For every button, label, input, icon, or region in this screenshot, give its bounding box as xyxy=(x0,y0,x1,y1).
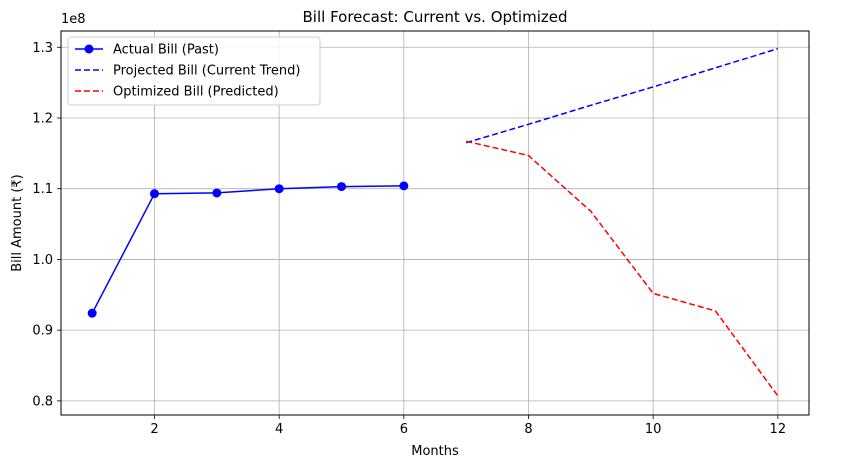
x-tick-label: 8 xyxy=(524,422,532,437)
x-tick-label: 6 xyxy=(400,422,408,437)
series-line-3 xyxy=(466,140,779,397)
legend-entry-3: Optimized Bill (Predicted) xyxy=(113,85,279,100)
legend: Actual Bill (Past) Projected Bill (Curren… xyxy=(67,36,321,106)
series-line-1 xyxy=(91,185,404,314)
ticks: 2 4 6 8 10 12 0.8 0.9 1.0 1.1 1.2 1.3 xyxy=(32,41,786,437)
series-line-2 xyxy=(465,47,779,144)
y-axis-offset-label: 1e8 xyxy=(61,12,86,27)
x-tick-label: 4 xyxy=(275,422,283,437)
data-point xyxy=(399,181,409,191)
chart-title: Bill Forecast: Current vs. Optimized xyxy=(303,8,568,26)
x-tick-label: 10 xyxy=(645,422,662,437)
series-group xyxy=(87,47,779,397)
x-tick-label: 2 xyxy=(150,422,158,437)
y-tick-label: 1.0 xyxy=(32,253,53,268)
x-axis-label: Months xyxy=(411,444,459,459)
x-tick-label: 12 xyxy=(770,422,787,437)
data-point xyxy=(87,308,97,318)
y-tick-label: 0.8 xyxy=(32,394,53,409)
y-tick-label: 1.1 xyxy=(32,182,53,197)
data-point xyxy=(274,184,284,194)
y-tick-label: 1.2 xyxy=(32,111,53,126)
y-tick-label: 1.3 xyxy=(32,41,53,56)
legend-box xyxy=(67,36,321,106)
legend-entry-1: Actual Bill (Past) xyxy=(113,43,219,58)
plot-frame xyxy=(60,30,810,416)
data-point xyxy=(212,188,222,198)
legend-marker xyxy=(84,44,94,54)
legend-entry-2: Projected Bill (Current Trend) xyxy=(113,64,300,79)
y-tick-label: 0.9 xyxy=(32,324,53,339)
data-point xyxy=(150,189,159,199)
data-point xyxy=(337,182,346,192)
y-axis-label: Bill Amount (₹) xyxy=(10,174,25,272)
